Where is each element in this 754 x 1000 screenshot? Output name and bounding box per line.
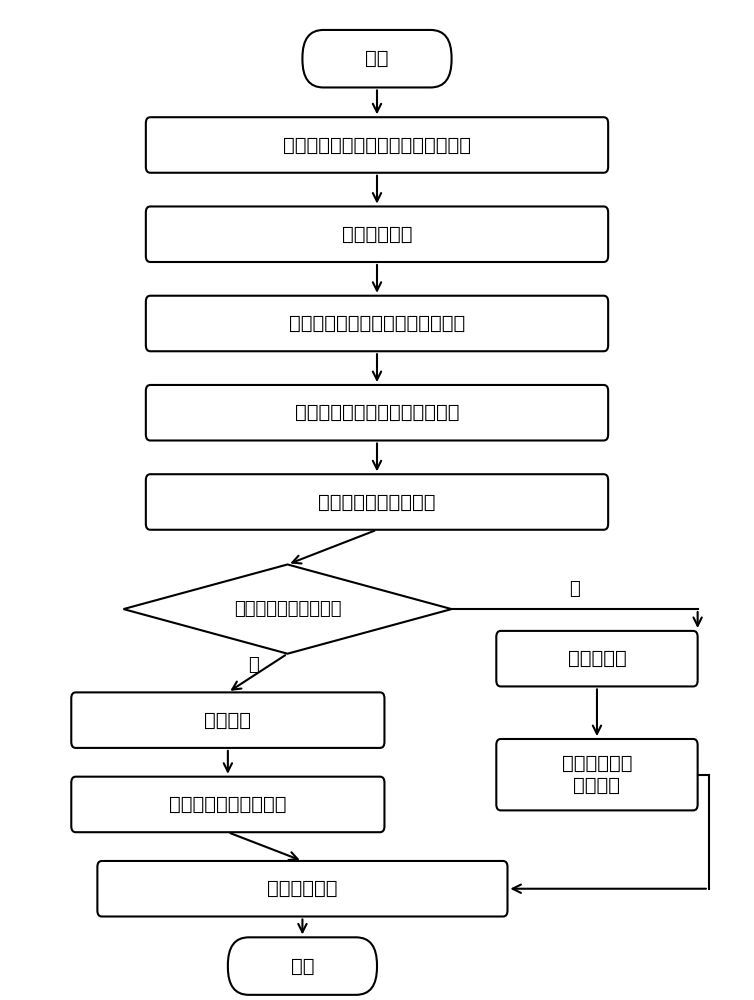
FancyBboxPatch shape <box>72 777 385 832</box>
Text: 结束: 结束 <box>291 957 314 976</box>
Text: 所属服务基站
直接传输: 所属服务基站 直接传输 <box>562 754 632 795</box>
FancyBboxPatch shape <box>146 206 608 262</box>
Text: 是否大于信噪比门限值: 是否大于信噪比门限值 <box>234 600 342 618</box>
Text: 初始化网络，确定用户所属服务基站: 初始化网络，确定用户所属服务基站 <box>283 135 471 154</box>
Polygon shape <box>124 564 452 654</box>
Text: 计算各类型用户信噪比: 计算各类型用户信噪比 <box>318 492 436 511</box>
FancyBboxPatch shape <box>146 117 608 173</box>
Text: 是: 是 <box>569 580 580 598</box>
FancyBboxPatch shape <box>146 296 608 351</box>
Text: 选择协作簇，协作传输: 选择协作簇，协作传输 <box>169 795 287 814</box>
FancyBboxPatch shape <box>496 739 697 810</box>
Text: 用户接收数据: 用户接收数据 <box>267 879 338 898</box>
FancyBboxPatch shape <box>496 631 697 686</box>
FancyBboxPatch shape <box>72 692 385 748</box>
Text: 开始: 开始 <box>365 49 389 68</box>
Text: 根据距离划分中心用户和边缘用户: 根据距离划分中心用户和边缘用户 <box>289 314 465 333</box>
Text: 设置用户级别: 设置用户级别 <box>342 225 412 244</box>
Text: 协作用户: 协作用户 <box>204 711 251 730</box>
FancyBboxPatch shape <box>228 937 377 995</box>
FancyBboxPatch shape <box>146 474 608 530</box>
FancyBboxPatch shape <box>146 385 608 440</box>
FancyBboxPatch shape <box>97 861 507 916</box>
FancyBboxPatch shape <box>302 30 452 87</box>
Text: 否: 否 <box>249 656 259 674</box>
Text: 采用部分频率复用技术分配频段: 采用部分频率复用技术分配频段 <box>295 403 459 422</box>
Text: 非协作用户: 非协作用户 <box>568 649 627 668</box>
